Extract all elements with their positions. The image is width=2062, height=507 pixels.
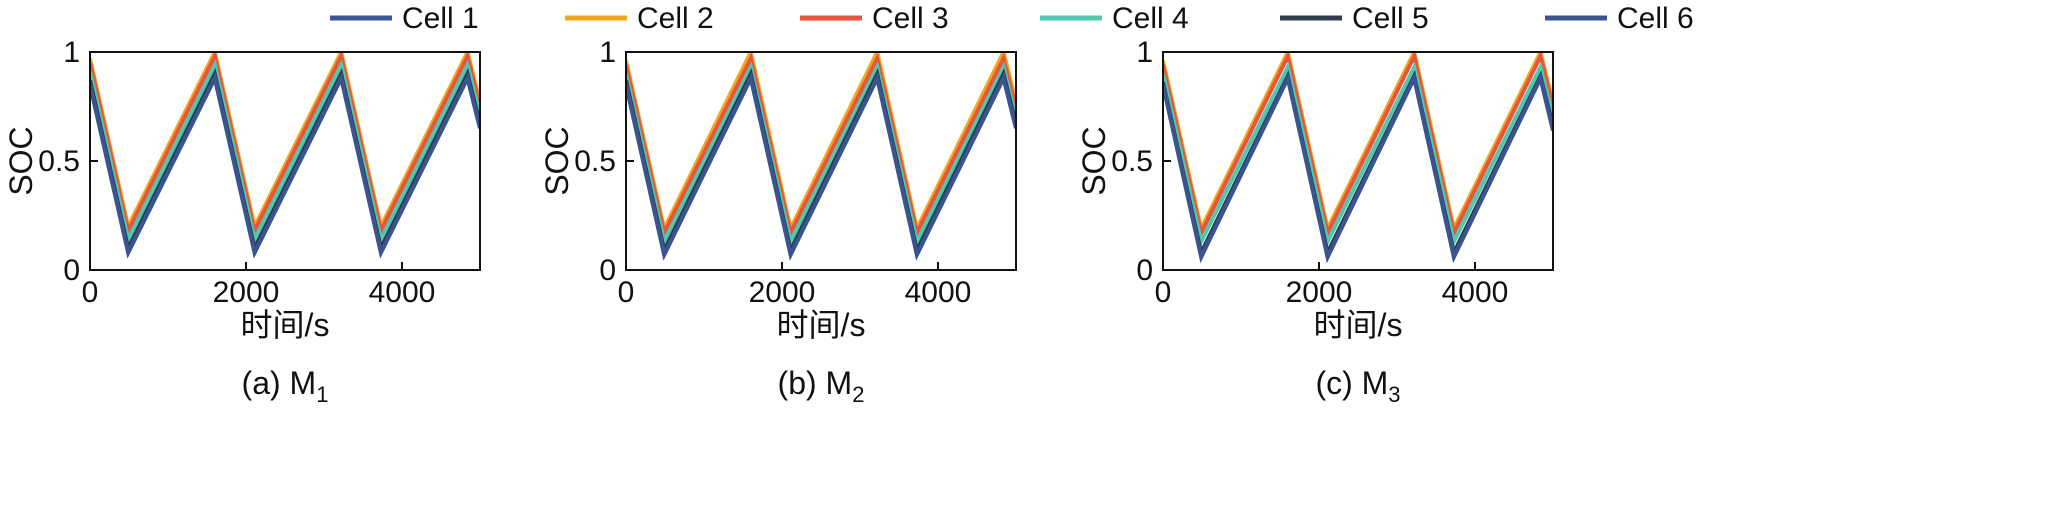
x-tick-label: 2000 bbox=[1286, 276, 1353, 309]
panel-caption-text: (a) M bbox=[242, 365, 317, 401]
x-tick-label: 0 bbox=[82, 276, 99, 309]
y-axis-label: SOC bbox=[1076, 126, 1112, 195]
y-tick-label: 0 bbox=[599, 254, 616, 287]
legend: Cell 1 Cell 2 Cell 3 Cell 4 Cell 5 Cell 6 bbox=[330, 2, 1694, 35]
y-tick-label: 0 bbox=[1136, 254, 1153, 287]
legend-label: Cell 4 bbox=[1112, 2, 1189, 35]
x-tick-label: 4000 bbox=[905, 276, 972, 309]
x-tick-label: 0 bbox=[618, 276, 635, 309]
panel-caption-text: (b) M bbox=[778, 365, 853, 401]
series-group bbox=[626, 52, 1016, 261]
legend-item: Cell 5 bbox=[1280, 2, 1429, 35]
legend-item: Cell 3 bbox=[800, 2, 949, 35]
panel-caption: (c) M3 bbox=[1315, 365, 1400, 407]
legend-item: Cell 6 bbox=[1545, 2, 1694, 35]
x-tick-label: 2000 bbox=[213, 276, 280, 309]
y-axis-label: SOC bbox=[539, 126, 575, 195]
series-line bbox=[90, 52, 480, 237]
x-tick-label: 4000 bbox=[369, 276, 436, 309]
x-tick-label: 2000 bbox=[749, 276, 816, 309]
x-tick-label: 4000 bbox=[1442, 276, 1509, 309]
series-line bbox=[626, 52, 1016, 235]
series-line bbox=[626, 72, 1016, 261]
legend-label: Cell 6 bbox=[1617, 2, 1694, 35]
series-line bbox=[1163, 52, 1553, 239]
panel-caption-subscript: 1 bbox=[316, 382, 328, 407]
y-tick-label: 0.5 bbox=[38, 145, 80, 178]
panel-caption: (a) M1 bbox=[242, 365, 329, 407]
x-tick-label: 0 bbox=[1155, 276, 1172, 309]
legend-label: Cell 1 bbox=[402, 2, 479, 35]
legend-label: Cell 3 bbox=[872, 2, 949, 35]
y-tick-label: 1 bbox=[63, 36, 80, 69]
series-group bbox=[90, 52, 480, 259]
chart-panel: 0 2000 4000 0 0.5 1 SOC 时间/s (b) M2 bbox=[539, 36, 1017, 407]
legend-item: Cell 1 bbox=[330, 2, 479, 35]
x-axis-label: 时间/s bbox=[1314, 307, 1403, 343]
legend-item: Cell 2 bbox=[565, 2, 714, 35]
legend-label: Cell 5 bbox=[1352, 2, 1429, 35]
series-line bbox=[1163, 61, 1553, 248]
x-axis-label: 时间/s bbox=[777, 307, 866, 343]
y-tick-label: 0.5 bbox=[1111, 145, 1153, 178]
series-line bbox=[626, 52, 1016, 239]
series-line bbox=[90, 59, 480, 246]
x-axis-label: 时间/s bbox=[241, 307, 330, 343]
chart-panel: 0 2000 4000 0 0.5 1 SOC 时间/s (c) M3 bbox=[1076, 36, 1554, 407]
y-tick-label: 0.5 bbox=[574, 145, 616, 178]
legend-item: Cell 4 bbox=[1040, 2, 1189, 35]
series-group bbox=[1163, 52, 1553, 263]
y-tick-label: 0 bbox=[63, 254, 80, 287]
panel-caption-subscript: 2 bbox=[852, 382, 864, 407]
y-axis-label: SOC bbox=[3, 126, 39, 195]
panel-caption-subscript: 3 bbox=[1388, 382, 1400, 407]
y-tick-label: 1 bbox=[599, 36, 616, 69]
panel-caption: (b) M2 bbox=[778, 365, 865, 407]
series-line bbox=[90, 72, 480, 259]
panel-caption-text: (c) M bbox=[1315, 365, 1388, 401]
legend-label: Cell 2 bbox=[637, 2, 714, 35]
y-tick-label: 1 bbox=[1136, 36, 1153, 69]
series-line bbox=[626, 61, 1016, 248]
series-line bbox=[1163, 72, 1553, 263]
